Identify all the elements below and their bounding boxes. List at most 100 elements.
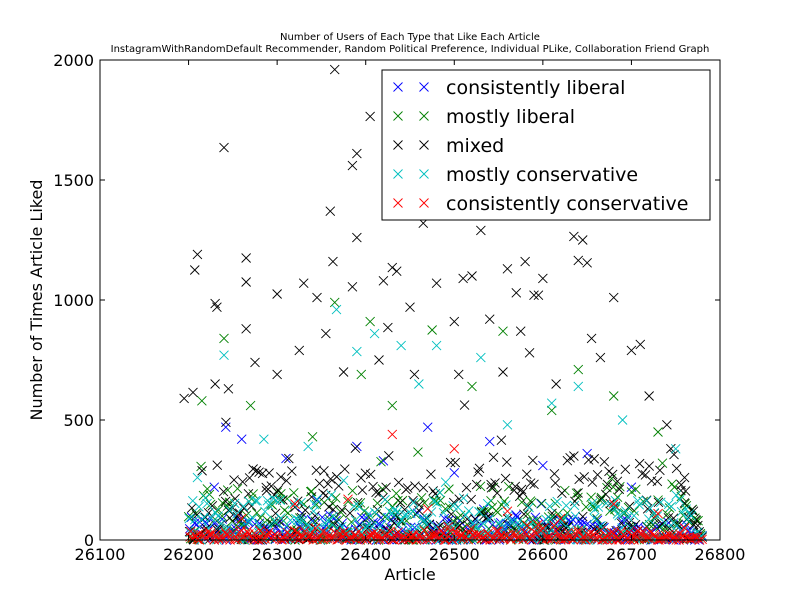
point-mostly-liberal: [615, 481, 625, 492]
point-mixed: [655, 465, 665, 476]
x-tick-label: 26600: [517, 545, 568, 564]
point-mostly-conservative: [589, 513, 599, 523]
point-mixed: [179, 393, 189, 404]
point-mostly-conservative: [671, 490, 682, 500]
point-mixed: [324, 502, 334, 512]
point-consistently-conservative: [368, 528, 378, 539]
point-mostly-conservative: [587, 498, 598, 509]
point-mostly-liberal: [248, 489, 259, 499]
point-mixed: [635, 339, 646, 350]
point-mostly-conservative: [396, 340, 406, 351]
point-mixed: [517, 487, 528, 498]
point-consistently-conservative: [609, 528, 619, 539]
point-mostly-conservative: [429, 496, 439, 507]
point-mostly-liberal: [419, 497, 430, 508]
point-mixed: [319, 466, 329, 476]
point-mixed: [325, 474, 336, 484]
point-mixed: [212, 302, 222, 313]
y-tick-label: 1000: [53, 291, 94, 310]
point-mixed: [574, 474, 584, 485]
point-mixed: [192, 249, 203, 260]
legend-label: mixed: [446, 135, 504, 157]
point-mostly-liberal: [606, 473, 617, 484]
point-mostly-conservative: [552, 496, 563, 507]
point-consistently-liberal: [577, 516, 588, 527]
point-mostly-conservative: [303, 441, 313, 452]
y-tick-label: 500: [63, 411, 94, 430]
point-mixed: [573, 255, 584, 266]
point-mixed: [218, 486, 229, 497]
point-mostly-liberal: [427, 325, 437, 335]
point-mostly-conservative: [189, 514, 200, 525]
point-mostly-conservative: [423, 514, 433, 524]
point-mixed: [328, 256, 338, 267]
point-mixed: [586, 333, 597, 344]
chart-title: Number of Users of Each Type that Like E…: [280, 32, 540, 43]
point-mixed: [424, 519, 435, 530]
point-mixed: [267, 519, 278, 529]
point-mixed: [264, 468, 274, 478]
point-consistently-conservative: [372, 528, 382, 539]
y-tick-label: 0: [84, 531, 94, 550]
point-mostly-conservative: [369, 328, 380, 339]
point-mixed: [365, 111, 375, 122]
point-mostly-conservative: [438, 507, 449, 518]
point-mixed: [254, 467, 264, 477]
point-mixed: [283, 453, 294, 464]
point-consistently-conservative: [675, 529, 685, 540]
point-mixed: [521, 469, 532, 479]
point-mixed: [431, 278, 442, 289]
point-mixed: [281, 475, 292, 486]
point-mixed: [449, 316, 460, 327]
point-mostly-conservative: [629, 510, 639, 521]
point-mostly-conservative: [200, 493, 211, 503]
point-mixed: [221, 417, 231, 428]
point-consistently-conservative: [422, 503, 433, 514]
point-mostly-conservative: [411, 524, 421, 535]
point-mixed: [524, 347, 535, 358]
point-consistently-conservative: [429, 531, 440, 541]
point-mostly-liberal: [626, 487, 637, 497]
point-mostly-conservative: [269, 515, 279, 526]
point-mostly-conservative: [222, 527, 232, 538]
point-mixed: [223, 383, 234, 394]
point-mixed: [634, 458, 645, 469]
point-mixed: [210, 379, 220, 389]
point-mixed: [410, 481, 420, 491]
point-consistently-conservative: [507, 529, 518, 539]
point-mostly-conservative: [260, 506, 270, 517]
point-mostly-conservative: [262, 495, 273, 506]
x-tick-label: 26400: [340, 545, 391, 564]
point-mostly-liberal: [347, 485, 358, 496]
point-consistently-conservative: [310, 523, 321, 533]
point-mostly-conservative: [393, 519, 404, 530]
legend-label: mostly liberal: [446, 106, 575, 128]
point-consistently-conservative: [655, 534, 666, 545]
point-mostly-conservative: [259, 434, 269, 445]
point-consistently-conservative: [632, 525, 643, 536]
point-consistently-conservative: [240, 530, 251, 540]
point-mixed: [347, 160, 358, 171]
point-mixed: [381, 482, 391, 493]
point-consistently-conservative: [483, 528, 493, 539]
point-mostly-liberal: [393, 495, 403, 506]
point-mixed: [502, 263, 513, 274]
point-consistently-conservative: [438, 528, 449, 539]
point-mixed: [600, 489, 611, 500]
point-mostly-conservative: [458, 493, 469, 503]
point-mostly-liberal: [444, 484, 454, 494]
point-mixed: [668, 513, 679, 523]
point-mostly-conservative: [216, 518, 226, 529]
point-mixed: [579, 472, 590, 482]
point-mixed: [688, 519, 699, 530]
point-mixed: [458, 273, 468, 284]
point-consistently-conservative: [445, 526, 456, 536]
point-consistently-liberal: [243, 517, 254, 527]
point-mostly-conservative: [431, 340, 442, 351]
point-mostly-liberal: [197, 395, 207, 406]
point-mostly-conservative: [622, 512, 633, 522]
point-mostly-conservative: [328, 511, 338, 522]
point-mixed: [676, 479, 686, 490]
point-mostly-liberal: [662, 509, 673, 520]
point-mostly-conservative: [666, 501, 677, 512]
